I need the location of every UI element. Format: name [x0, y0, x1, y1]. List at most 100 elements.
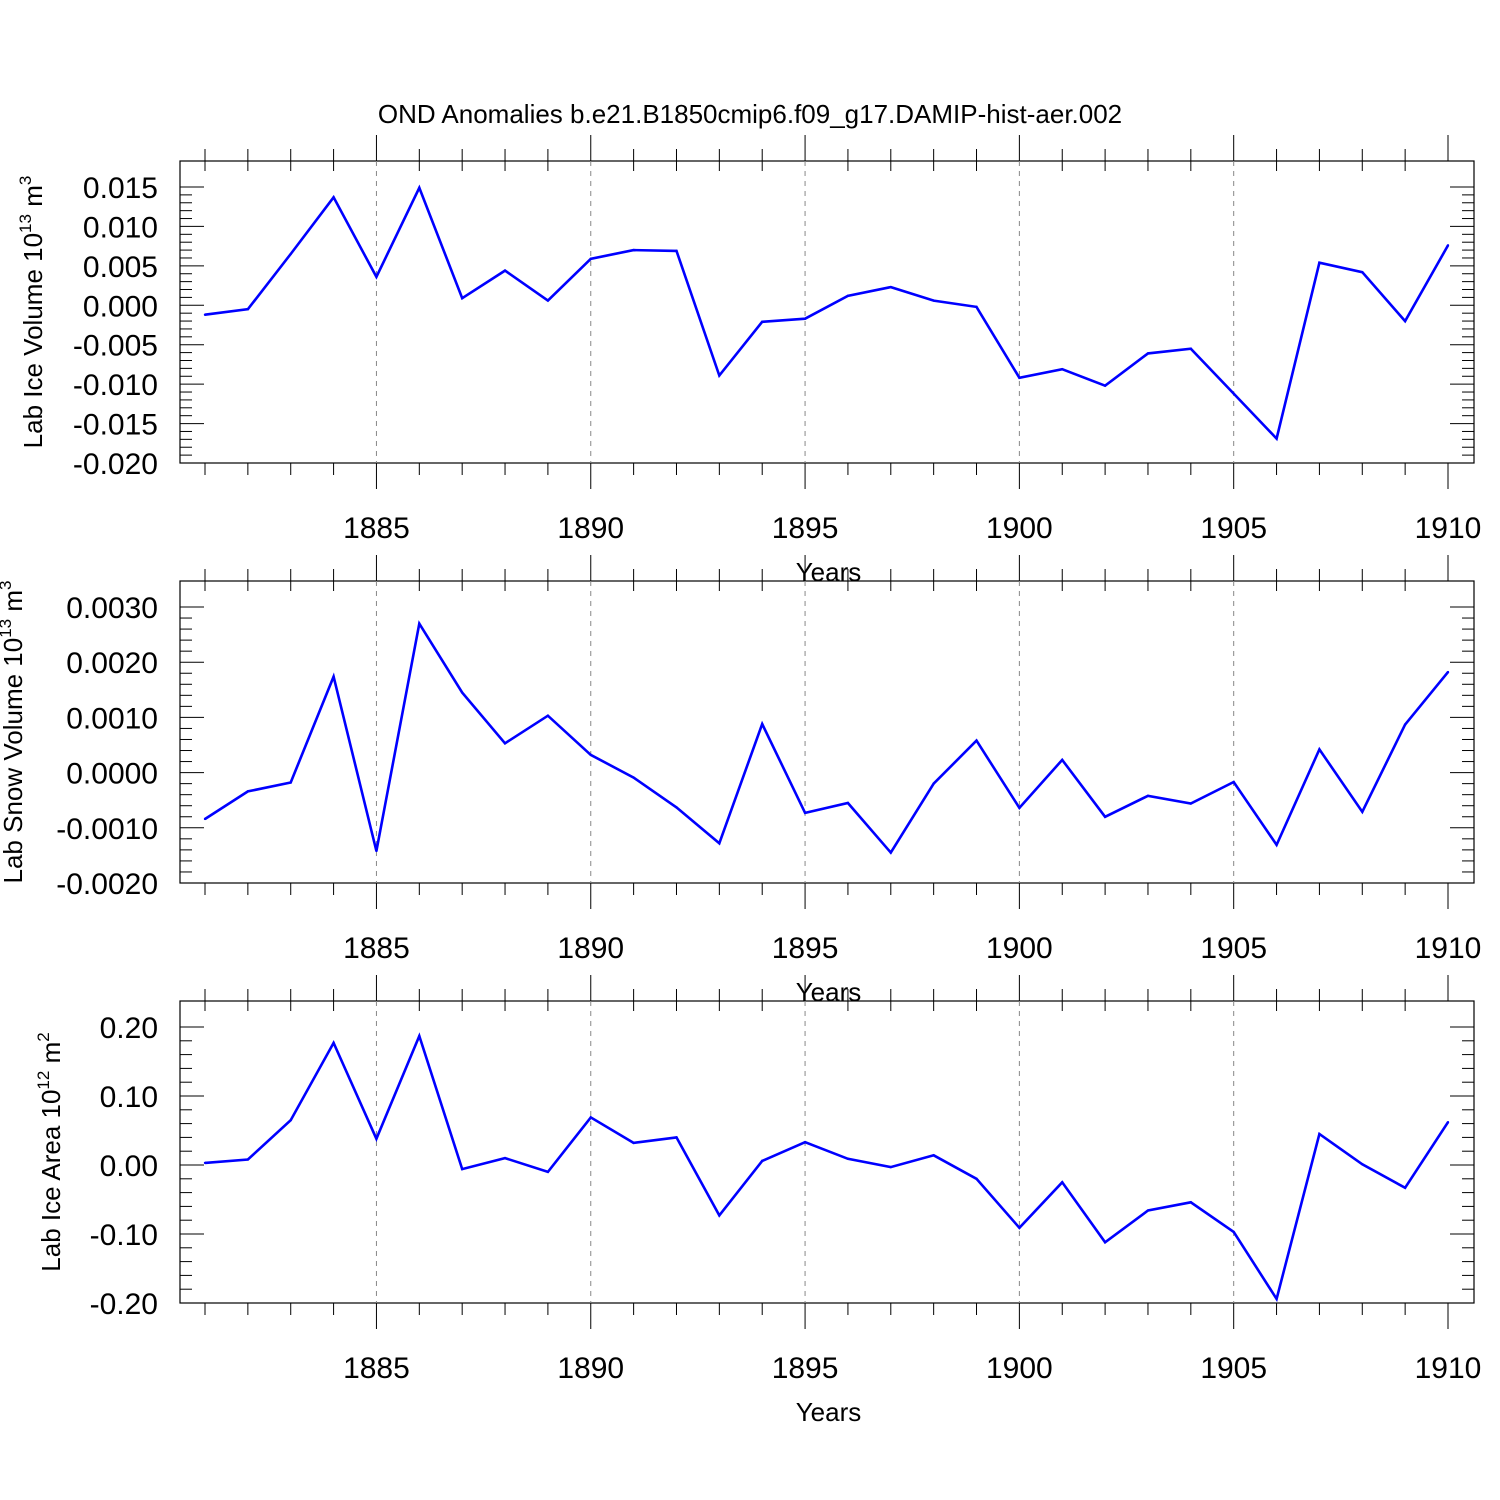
x-tick-label: 1905 [1200, 932, 1267, 965]
data-point [546, 714, 550, 717]
x-tick-label: 1910 [1415, 512, 1482, 545]
y-tick-label: 0.0030 [66, 592, 158, 625]
data-point [332, 675, 335, 678]
data-point [589, 1116, 592, 1119]
y-tick-label: 0.005 [83, 251, 158, 284]
x-tick-label: 1905 [1200, 512, 1267, 545]
data-point [375, 1137, 378, 1140]
data-point [332, 1041, 335, 1045]
data-point [1146, 1209, 1150, 1212]
data-point [1275, 437, 1278, 440]
y-axis-label: Lab Snow Volume 1013 m3 [0, 580, 28, 883]
data-point [460, 296, 464, 300]
panel-middle: -0.0020 -0.0010 0.0000 0.0010 0.0020 0.0030 18… [0, 555, 1481, 1007]
x-axis-label: Years [796, 557, 862, 587]
data-point [718, 1214, 721, 1217]
data-point [803, 811, 807, 815]
data-point [1103, 384, 1107, 387]
data-point [889, 851, 892, 854]
y-tick-label: -0.20 [90, 1288, 158, 1321]
data-point [1103, 815, 1107, 818]
data-point [203, 817, 207, 821]
data-point [1232, 1230, 1235, 1234]
plot-frame [179, 1000, 1475, 1304]
data-point [503, 1156, 507, 1160]
x-tick-label: 1885 [343, 1352, 410, 1385]
data-point [460, 1167, 464, 1171]
x-axis-label: Years [796, 1397, 862, 1427]
data-point [1146, 794, 1150, 797]
x-tick-label: 1900 [986, 512, 1053, 545]
data-point [332, 196, 335, 199]
data-point [246, 1158, 250, 1161]
y-tick-label: 0.20 [100, 1012, 158, 1045]
y-tick-label: -0.0010 [56, 813, 158, 846]
data-point [1018, 806, 1021, 810]
data-point [675, 1136, 678, 1139]
data-point [932, 299, 935, 302]
data-point [589, 257, 592, 260]
data-point [975, 305, 978, 309]
x-tick-label: 1890 [557, 512, 624, 545]
data-point [761, 722, 764, 726]
data-point [246, 790, 250, 793]
data-point [889, 1165, 892, 1169]
x-tick-label: 1895 [772, 1352, 839, 1385]
x-axis-label: Years [796, 977, 862, 1007]
data-point [761, 1159, 764, 1163]
y-tick-label: -0.020 [73, 448, 158, 481]
y-tick-label: 0.0010 [66, 702, 158, 735]
data-point [503, 269, 507, 272]
data-point [846, 294, 850, 298]
y-tick-label: -0.10 [90, 1219, 158, 1252]
data-point [1403, 723, 1407, 726]
y-tick-label: 0.000 [83, 290, 158, 323]
data-point [1446, 1121, 1450, 1124]
y-tick-label: -0.0020 [56, 868, 158, 901]
data-point [632, 1141, 635, 1145]
data-point [1361, 810, 1364, 813]
data-point [846, 801, 850, 805]
data-point [203, 313, 207, 316]
y-tick-label: 0.0000 [66, 758, 158, 791]
data-point [460, 691, 464, 694]
data-point [503, 742, 507, 745]
chart-panels: -0.020 -0.015 -0.010 -0.005 0.000 0.005 0.010 0… [0, 135, 1481, 1427]
data-point [1146, 352, 1150, 355]
series-line [204, 1032, 1450, 1303]
y-tick-label: 0.010 [83, 211, 158, 244]
data-point [418, 186, 421, 189]
x-tick-label: 1910 [1415, 932, 1482, 965]
data-point [1061, 367, 1064, 371]
y-tick-label: 0.0020 [66, 647, 158, 680]
data-point [1232, 780, 1235, 784]
y-tick-label: 0.015 [83, 172, 158, 205]
panel-bottom: -0.20 -0.10 0.00 0.10 0.20 1885 1890 1895 1900 19… [34, 975, 1481, 1427]
y-tick-label: 0.00 [100, 1150, 158, 1183]
x-tick-label: 1890 [557, 1352, 624, 1385]
data-point [1061, 1181, 1064, 1184]
x-tick-label: 1900 [986, 1352, 1053, 1385]
x-tick-label: 1885 [343, 932, 410, 965]
data-point [889, 285, 892, 289]
data-point [1018, 376, 1021, 380]
data-point [632, 248, 635, 252]
data-point [418, 1034, 421, 1038]
data-point [975, 739, 978, 742]
data-point [1275, 1297, 1278, 1301]
data-point [1318, 748, 1321, 751]
data-point [589, 753, 592, 757]
data-point [1318, 1132, 1321, 1136]
y-tick-label: -0.005 [73, 330, 158, 363]
x-tick-label: 1895 [772, 512, 839, 545]
plot-frame [179, 580, 1475, 884]
y-axis-label: Lab Ice Area 1012 m2 [34, 1032, 66, 1271]
data-point [846, 1157, 850, 1160]
data-point [1232, 392, 1235, 395]
data-point [803, 1141, 807, 1144]
series-line [204, 620, 1450, 855]
data-point [761, 320, 764, 324]
data-point [932, 782, 935, 785]
data-point [1403, 1186, 1407, 1189]
